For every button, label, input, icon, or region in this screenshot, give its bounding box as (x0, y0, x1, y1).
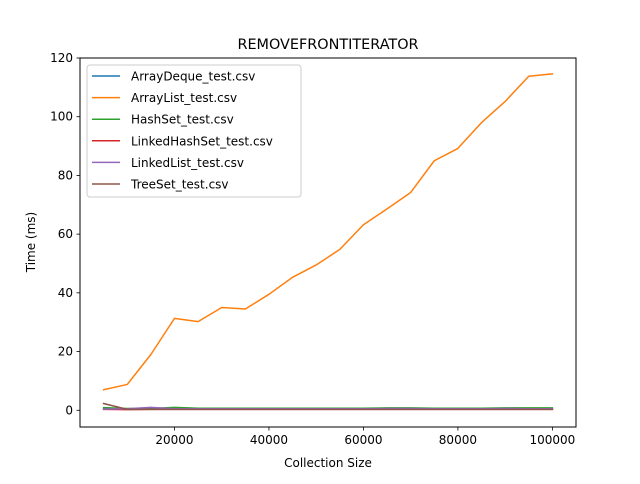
legend-label: ArrayList_test.csv (131, 91, 237, 105)
legend-label: LinkedHashSet_test.csv (131, 134, 273, 148)
legend-label: HashSet_test.csv (131, 113, 234, 127)
legend-label: TreeSet_test.csv (130, 178, 229, 192)
legend-label: ArrayDeque_test.csv (131, 70, 255, 84)
y-tick-label: 0 (65, 403, 73, 417)
x-tick-label: 60000 (344, 433, 382, 447)
y-tick-label: 60 (58, 227, 73, 241)
legend-label: LinkedList_test.csv (131, 156, 244, 170)
y-axis-label: Time (ms) (24, 212, 38, 274)
x-axis-label: Collection Size (284, 456, 372, 470)
y-tick-label: 80 (58, 168, 73, 182)
legend: ArrayDeque_test.csv ArrayList_test.csv Has… (87, 65, 301, 197)
x-tick-label: 80000 (439, 433, 477, 447)
chart-title: REMOVEFRONTITERATOR (237, 37, 418, 53)
y-tick-label: 120 (50, 51, 73, 65)
x-tick-label: 100000 (529, 433, 575, 447)
y-tick-label: 20 (58, 345, 73, 359)
x-tick-label: 20000 (155, 433, 193, 447)
x-tick-label: 40000 (250, 433, 288, 447)
y-tick-label: 40 (58, 286, 73, 300)
y-tick-label: 100 (50, 110, 73, 124)
